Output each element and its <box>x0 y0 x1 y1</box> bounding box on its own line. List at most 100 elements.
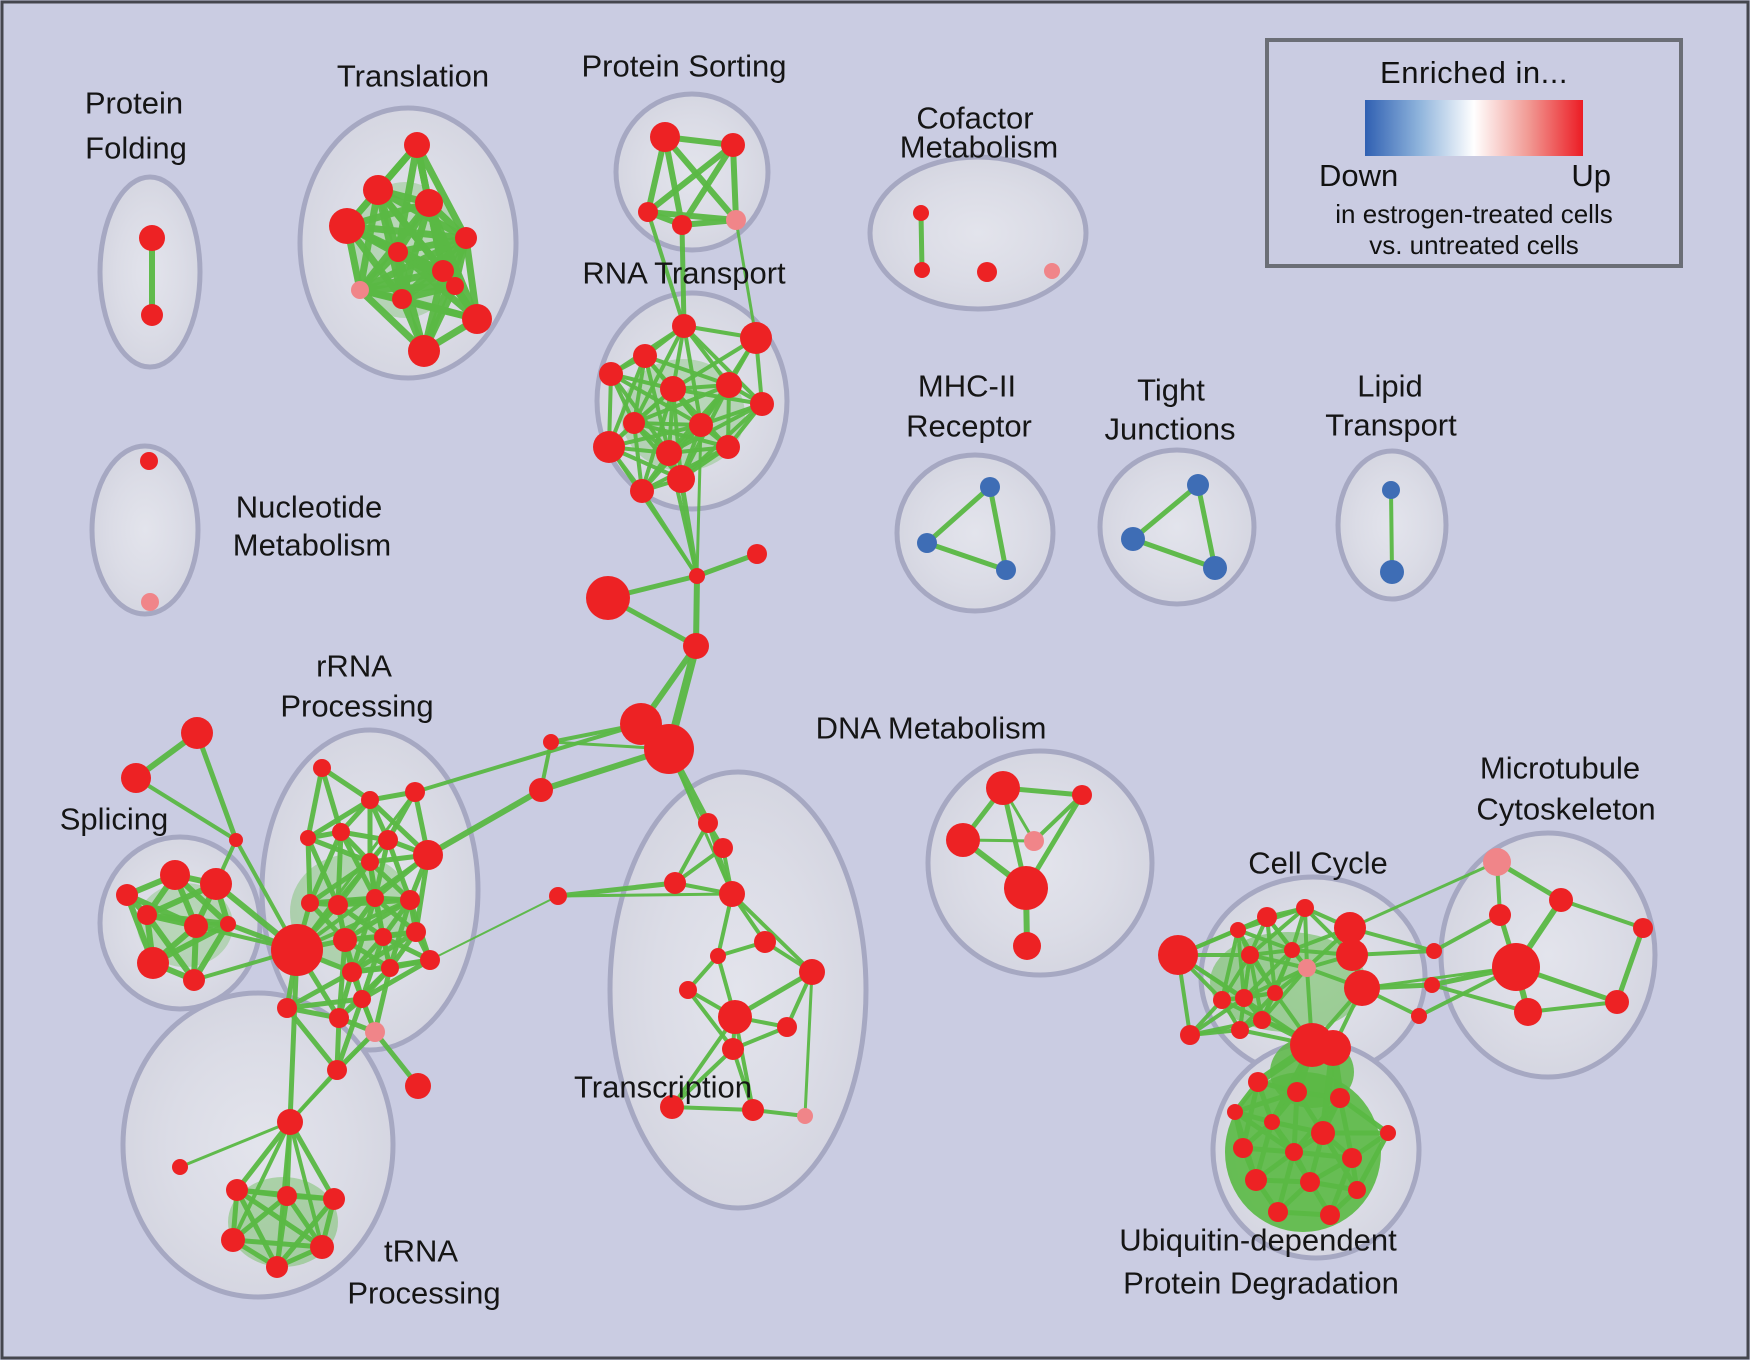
edge <box>124 892 199 929</box>
node-s1 <box>650 122 680 152</box>
edge <box>1559 898 1645 930</box>
label-transcription: Transcription <box>574 1070 752 1105</box>
node-rt1 <box>672 314 696 338</box>
node-r9 <box>301 894 319 912</box>
edge <box>632 421 730 449</box>
node-j5 <box>543 734 559 750</box>
node-mh3 <box>996 560 1016 580</box>
node-u11 <box>1245 1169 1267 1191</box>
node-sp1 <box>160 860 190 890</box>
node-rt4 <box>599 362 623 386</box>
node-m2 <box>1549 888 1573 912</box>
legend-down-label: Down <box>1319 158 1399 193</box>
edge <box>1430 983 1530 1014</box>
edge <box>1526 1000 1619 1014</box>
edge <box>284 1005 340 1073</box>
node-sp6 <box>137 947 169 979</box>
legend-gradient-bar <box>1365 100 1583 156</box>
edge <box>134 776 238 842</box>
node-r14 <box>374 928 392 946</box>
node-sp8 <box>116 884 138 906</box>
node-sp4 <box>184 914 208 938</box>
edge <box>284 996 365 1011</box>
cluster-ellipse-co <box>867 154 1089 312</box>
node-tn6 <box>266 1256 288 1278</box>
node-sp7 <box>183 969 205 991</box>
node-tn4 <box>221 1228 245 1252</box>
node-u8 <box>1233 1138 1253 1158</box>
edge <box>734 218 758 340</box>
label-nucleotide: Nucleotide <box>236 490 382 525</box>
node-d2 <box>1072 785 1092 805</box>
label-cofactor: Cofactor <box>916 101 1033 136</box>
node-r24 <box>405 1073 431 1099</box>
label-translation: Translation <box>337 59 489 94</box>
edge <box>918 210 925 273</box>
node-d4 <box>1024 831 1044 851</box>
edge <box>1260 966 1309 1022</box>
cluster-ellipse-tn <box>120 990 396 1300</box>
node-tn_hub <box>277 1109 303 1135</box>
cluster-labels: Protein Folding Translation Protein Sorting… <box>60 49 1656 1311</box>
node-r3 <box>405 782 425 802</box>
node-t7 <box>432 260 454 282</box>
node-r11 <box>366 889 384 907</box>
edge <box>1188 996 1246 1037</box>
node-u15 <box>1320 1205 1340 1225</box>
node-r8 <box>361 853 379 871</box>
node-c15 <box>1253 1011 1271 1029</box>
node-rt2 <box>740 322 772 354</box>
node-r16 <box>342 962 362 982</box>
edge <box>607 354 647 449</box>
edge <box>287 1119 337 1202</box>
edge <box>234 1187 325 1250</box>
node-r5 <box>300 830 316 846</box>
node-r23 <box>327 1060 347 1080</box>
node-tc13 <box>742 1099 764 1121</box>
node-rt13 <box>667 465 695 493</box>
node-r18 <box>420 950 440 970</box>
node-tc5 <box>710 948 726 964</box>
cluster-ellipse-mh <box>894 452 1056 614</box>
node-r15 <box>406 922 426 942</box>
node-sp3 <box>137 905 157 925</box>
edge <box>307 829 344 906</box>
legend-endpoints: Down Up <box>1269 156 1679 194</box>
node-r12 <box>400 890 420 910</box>
node-m3 <box>1489 904 1511 926</box>
legend-caption-line2: vs. untreated cells <box>1369 230 1579 260</box>
node-r4 <box>332 823 350 841</box>
node-d1 <box>986 771 1020 805</box>
edge <box>1248 906 1307 957</box>
node-c12 <box>1267 985 1283 1001</box>
node-j6 <box>529 778 553 802</box>
node-r6 <box>378 830 398 850</box>
node-u5 <box>1264 1114 1280 1130</box>
label-protein-sorting: Protein Sorting <box>581 49 786 84</box>
node-s5 <box>726 210 746 230</box>
edge <box>1130 482 1201 542</box>
label-tight: Tight <box>1137 373 1205 408</box>
node-tc3 <box>664 872 686 894</box>
edge <box>643 354 731 387</box>
node-c9 <box>1298 959 1316 977</box>
edge <box>670 1105 755 1112</box>
node-j2 <box>747 544 767 564</box>
label-mhc-ii: MHC-II <box>918 369 1016 404</box>
label-cell-cycle: Cell Cycle <box>1248 846 1388 881</box>
label-folding: Folding <box>85 131 187 166</box>
node-m7 <box>1633 918 1653 938</box>
node-j4 <box>683 633 709 659</box>
edge <box>645 142 736 215</box>
edge <box>924 484 993 546</box>
node-tc12 <box>660 1095 684 1119</box>
node-sp5 <box>220 916 236 932</box>
node-tc6 <box>754 931 776 953</box>
edge <box>305 835 313 906</box>
edge <box>359 957 433 1002</box>
edge <box>413 722 643 794</box>
edge <box>632 383 731 425</box>
node-tn_iso <box>172 1159 188 1175</box>
